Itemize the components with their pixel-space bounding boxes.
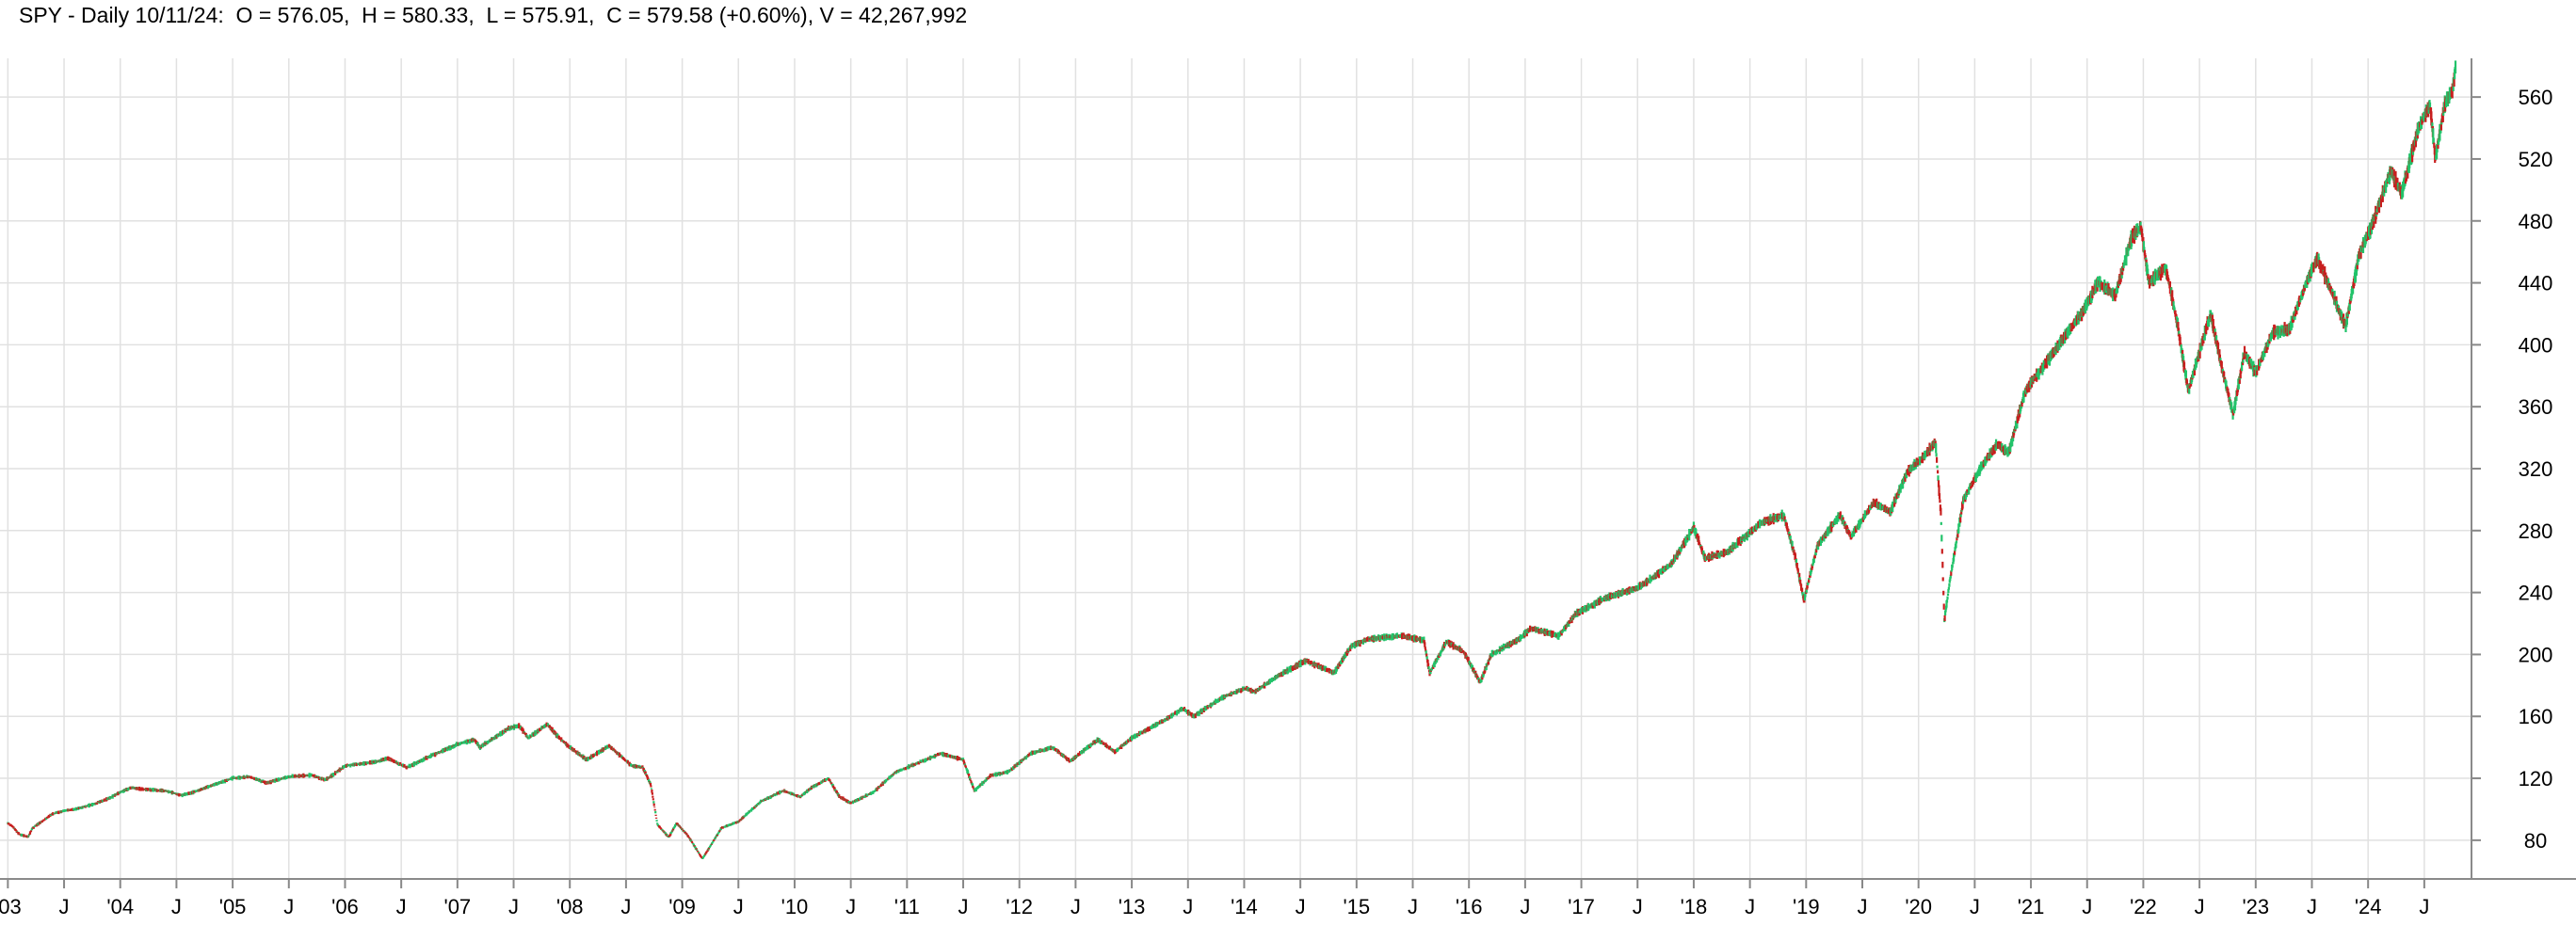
chart-title: SPY - Daily 10/11/24: O = 576.05, H = 58…: [19, 3, 968, 27]
price-bars: [7, 60, 2457, 859]
axes: [0, 58, 2576, 880]
grid-lines: [0, 58, 2481, 888]
